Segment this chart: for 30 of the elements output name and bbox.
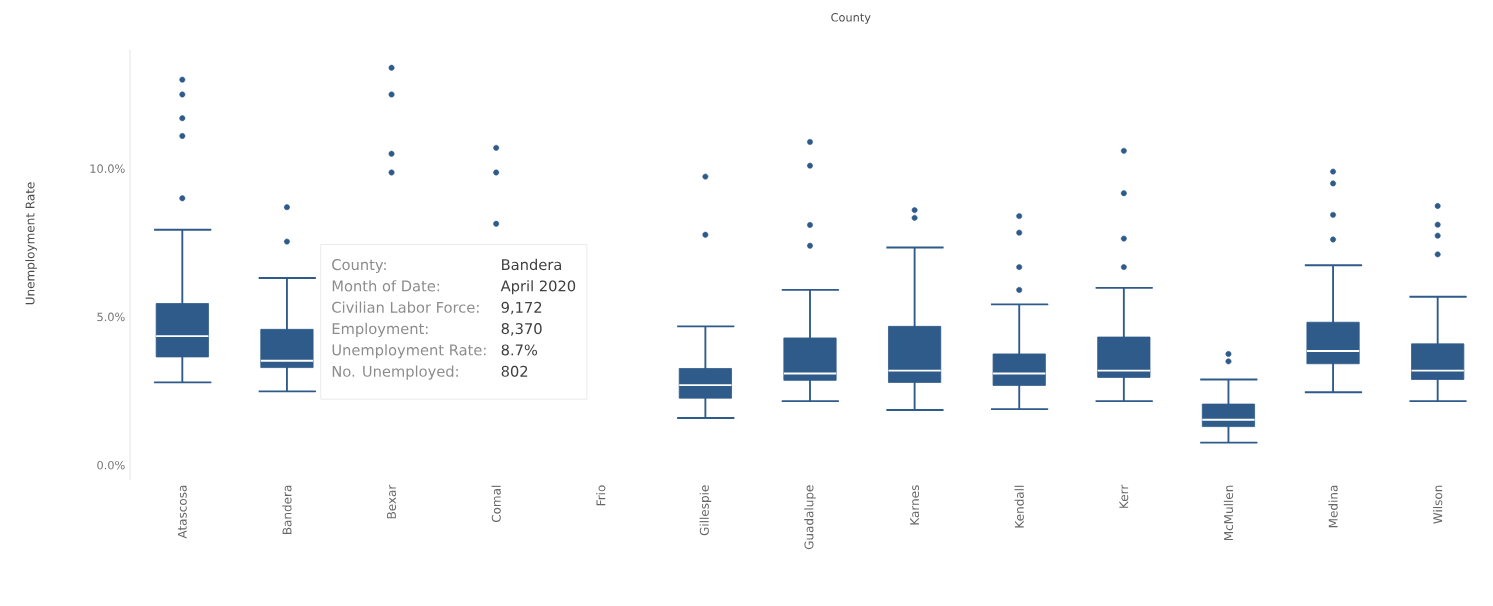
x-tick-label: McMullen [1223, 485, 1234, 541]
annotation: Employment: [332, 322, 428, 338]
annotation: Month of Date: [332, 280, 440, 292]
y-tick-label: 5.0% [97, 312, 125, 322]
y-tick-label: 0.0% [97, 460, 125, 470]
annotation: Unemployment Rate: [332, 344, 486, 359]
x-tick-label: Bandera [282, 485, 292, 534]
annotation: 9,172 [501, 301, 542, 315]
x-tick-label: Frio [596, 485, 606, 506]
y-axis-title: Unemployment Rate [25, 182, 37, 305]
x-tick-label: Kerr [1119, 484, 1129, 508]
x-tick-label: Wilson [1433, 485, 1443, 524]
annotation: 8,370 [501, 323, 542, 336]
annotation: April 2020 [500, 280, 576, 295]
x-tick-label: Medina [1328, 485, 1338, 528]
annotation: No. Unemployed: [332, 365, 458, 380]
x-tick-label: Guadalupe [804, 485, 816, 550]
annotation: Civilian Labor Force: [332, 301, 479, 313]
x-tick-label: Karnes [910, 485, 920, 525]
annotation: 8.7% [501, 344, 538, 356]
x-axis-title: County [831, 13, 871, 24]
x-tick-label: Bexar [387, 484, 396, 519]
x-tick-label: Gillespie [699, 485, 712, 536]
x-tick-label: Atascosa [177, 485, 187, 539]
x-tick-label: Comal [491, 485, 501, 523]
annotation: 802 [501, 365, 528, 377]
x-tick-label: Kendall [1014, 485, 1024, 528]
y-tick-label: 10.0% [90, 164, 125, 173]
annotation: County: [332, 259, 386, 274]
annotation: Bandera [502, 258, 561, 271]
